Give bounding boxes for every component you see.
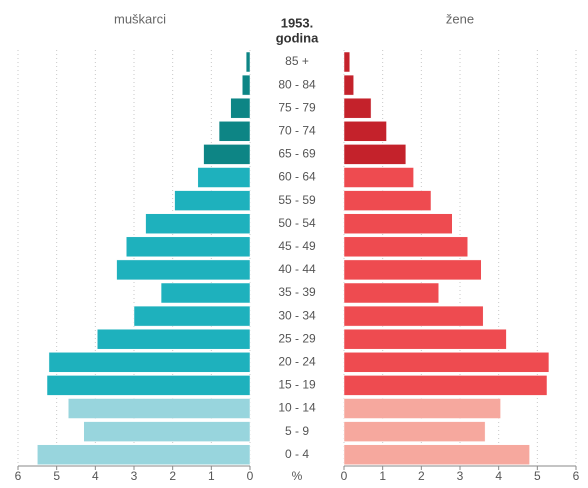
legend-label: muškarci <box>114 11 166 26</box>
bar <box>97 328 251 350</box>
x-tick-label: 4 <box>92 469 99 483</box>
category-label: 50 - 54 <box>278 216 316 230</box>
bar <box>116 259 251 281</box>
bar <box>203 144 251 165</box>
bar <box>343 97 372 119</box>
bar <box>133 305 251 327</box>
x-tick-label: 5 <box>534 469 541 483</box>
bar <box>48 352 251 373</box>
chart-title: 1953. <box>281 15 314 30</box>
x-tick-label: 6 <box>573 469 580 483</box>
bar <box>37 444 251 465</box>
bar <box>343 190 432 211</box>
category-label: 65 - 69 <box>278 147 316 161</box>
legend-label: žene <box>446 11 474 26</box>
category-label: 25 - 29 <box>278 331 316 345</box>
category-label: 80 - 84 <box>278 77 316 91</box>
bar <box>343 421 486 442</box>
category-label: 30 - 34 <box>278 308 316 322</box>
bar <box>343 259 482 281</box>
bar <box>343 398 501 419</box>
x-axis-label: % <box>292 469 303 483</box>
category-label: 15 - 19 <box>278 378 316 392</box>
category-label: 60 - 64 <box>278 170 316 184</box>
chart-subtitle: godina <box>276 30 319 45</box>
bar <box>145 213 251 234</box>
category-label: 20 - 24 <box>278 354 316 368</box>
category-label: 0 - 4 <box>285 447 309 461</box>
bar <box>174 190 251 211</box>
x-tick-label: 6 <box>15 469 22 483</box>
bar <box>343 213 453 234</box>
bar <box>343 167 414 188</box>
x-tick-label: 4 <box>495 469 502 483</box>
category-label: 10 - 14 <box>278 401 316 415</box>
bar <box>230 97 251 119</box>
bar <box>83 421 251 442</box>
bar <box>343 375 548 396</box>
category-label: 55 - 59 <box>278 193 316 207</box>
x-tick-label: 2 <box>169 469 176 483</box>
x-tick-label: 3 <box>457 469 464 483</box>
category-label: 75 - 79 <box>278 100 316 114</box>
x-tick-label: 3 <box>131 469 138 483</box>
bar <box>343 305 484 327</box>
x-tick-label: 2 <box>418 469 425 483</box>
bar <box>343 51 351 73</box>
bar <box>343 444 530 465</box>
bar <box>343 144 407 165</box>
x-tick-label: 1 <box>379 469 386 483</box>
bar <box>126 236 251 258</box>
x-tick-label: 0 <box>247 469 254 483</box>
x-tick-label: 1 <box>208 469 215 483</box>
x-tick-label: 0 <box>341 469 348 483</box>
bar <box>218 121 251 142</box>
category-label: 85 + <box>285 54 309 68</box>
category-label: 45 - 49 <box>278 239 316 253</box>
bar <box>343 282 439 304</box>
category-label: 70 - 74 <box>278 123 316 137</box>
bar <box>68 398 251 419</box>
bar <box>46 375 251 396</box>
bar <box>343 74 354 96</box>
bar <box>343 236 468 258</box>
bar <box>343 328 507 350</box>
bar <box>343 121 387 142</box>
category-label: 35 - 39 <box>278 285 316 299</box>
bar <box>197 167 251 188</box>
bar <box>242 74 251 96</box>
category-label: 40 - 44 <box>278 262 316 276</box>
bar <box>343 352 550 373</box>
x-tick-label: 5 <box>53 469 60 483</box>
category-label: 5 - 9 <box>285 424 309 438</box>
bar <box>245 51 251 73</box>
bar <box>160 282 251 304</box>
